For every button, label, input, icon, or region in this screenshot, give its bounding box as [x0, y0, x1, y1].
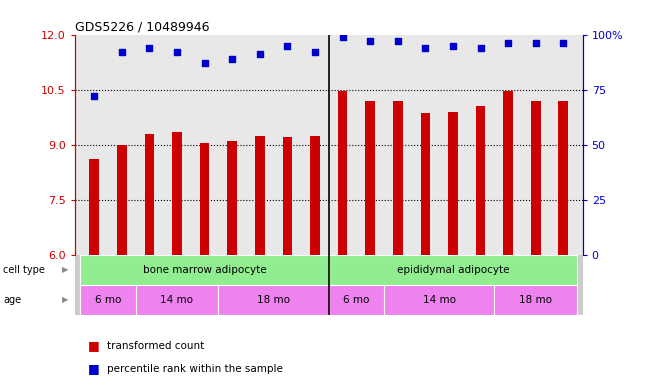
Text: epididymal adipocyte: epididymal adipocyte	[396, 265, 509, 275]
Text: ■: ■	[88, 339, 100, 352]
Point	[310, 49, 320, 55]
Bar	[200, 143, 210, 255]
Text: 14 mo: 14 mo	[422, 295, 456, 305]
Text: 18 mo: 18 mo	[257, 295, 290, 305]
Point	[531, 40, 541, 46]
Point	[365, 38, 376, 44]
Bar	[80, 285, 135, 315]
Point	[199, 60, 210, 66]
Text: percentile rank within the sample: percentile rank within the sample	[107, 364, 283, 374]
Text: 18 mo: 18 mo	[519, 295, 552, 305]
Bar	[503, 91, 513, 255]
Text: GDS5226 / 10489946: GDS5226 / 10489946	[75, 20, 210, 33]
Point	[420, 45, 430, 51]
Bar	[283, 137, 292, 255]
Bar	[310, 136, 320, 255]
Point	[337, 34, 348, 40]
Point	[448, 43, 458, 49]
Point	[227, 56, 238, 62]
Point	[255, 51, 265, 58]
Text: ▶: ▶	[62, 295, 68, 305]
Bar	[559, 101, 568, 255]
Bar	[80, 255, 329, 285]
Point	[89, 93, 100, 99]
Bar	[421, 114, 430, 255]
Bar	[255, 136, 264, 255]
Bar	[117, 145, 126, 255]
Text: age: age	[3, 295, 21, 305]
Bar	[384, 285, 494, 315]
Bar	[329, 255, 577, 285]
Text: bone marrow adipocyte: bone marrow adipocyte	[143, 265, 266, 275]
Bar	[494, 285, 577, 315]
Point	[172, 49, 182, 55]
Point	[282, 43, 292, 49]
Bar	[89, 159, 99, 255]
Text: 6 mo: 6 mo	[343, 295, 370, 305]
Bar	[135, 285, 218, 315]
Point	[558, 40, 568, 46]
Bar	[227, 141, 237, 255]
Bar	[393, 101, 402, 255]
Bar	[476, 106, 486, 255]
Point	[144, 45, 154, 51]
Bar	[145, 134, 154, 255]
Text: 6 mo: 6 mo	[95, 295, 121, 305]
Bar	[448, 112, 458, 255]
Text: cell type: cell type	[3, 265, 45, 275]
Bar	[365, 101, 375, 255]
Bar	[172, 132, 182, 255]
Point	[393, 38, 403, 44]
Text: ■: ■	[88, 362, 100, 375]
Bar	[338, 91, 348, 255]
Bar	[329, 285, 384, 315]
Bar	[531, 101, 540, 255]
Text: transformed count: transformed count	[107, 341, 204, 351]
Point	[117, 49, 127, 55]
Point	[475, 45, 486, 51]
Point	[503, 40, 514, 46]
Text: 14 mo: 14 mo	[161, 295, 193, 305]
Bar	[218, 285, 329, 315]
Text: ▶: ▶	[62, 265, 68, 274]
